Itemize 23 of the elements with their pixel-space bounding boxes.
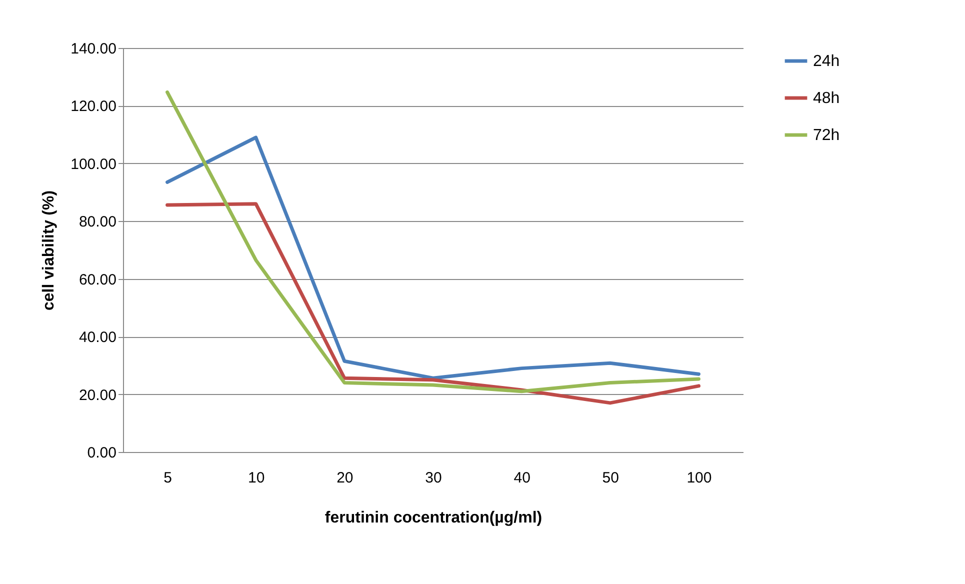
x-tick-label: 5	[164, 470, 172, 486]
x-tick-label: 10	[248, 470, 265, 486]
x-tick-label: 30	[425, 470, 442, 486]
legend-label: 24h	[813, 53, 840, 70]
y-tick-label: 80.00	[78, 214, 116, 231]
y-tick-label: 0.00	[87, 444, 116, 462]
y-axis-title: cell viability (%)	[40, 190, 58, 311]
line-series	[166, 90, 700, 394]
x-tick-label: 20	[336, 470, 354, 486]
x-tick-label: 50	[602, 470, 619, 486]
line-series	[166, 136, 700, 380]
y-tick-label: 40.00	[78, 329, 116, 346]
y-tick-label: 20.00	[78, 386, 116, 404]
y-tick-label: 120.00	[70, 98, 116, 116]
x-axis-title: ferutinin cocentration(µg/ml)	[324, 510, 542, 526]
x-tick-label: 100	[686, 470, 712, 486]
x-tick-label: 40	[514, 470, 530, 486]
legend-label: 72h	[813, 127, 840, 144]
y-tick-label: 100.00	[70, 156, 116, 173]
y-tick-label: 140.00	[70, 40, 116, 58]
legend-label: 48h	[813, 90, 840, 107]
y-tick-label: 60.00	[78, 271, 116, 288]
line-series	[166, 202, 700, 405]
